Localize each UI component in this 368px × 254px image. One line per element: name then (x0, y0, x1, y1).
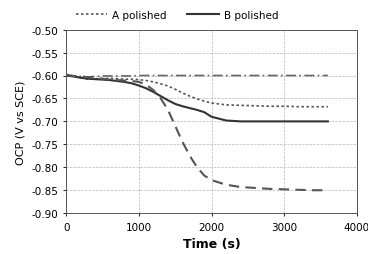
Y-axis label: OCP (V vs SCE): OCP (V vs SCE) (15, 80, 25, 164)
X-axis label: Time (s): Time (s) (183, 237, 240, 250)
Legend: A polished, B polished: A polished, B polished (71, 6, 283, 25)
